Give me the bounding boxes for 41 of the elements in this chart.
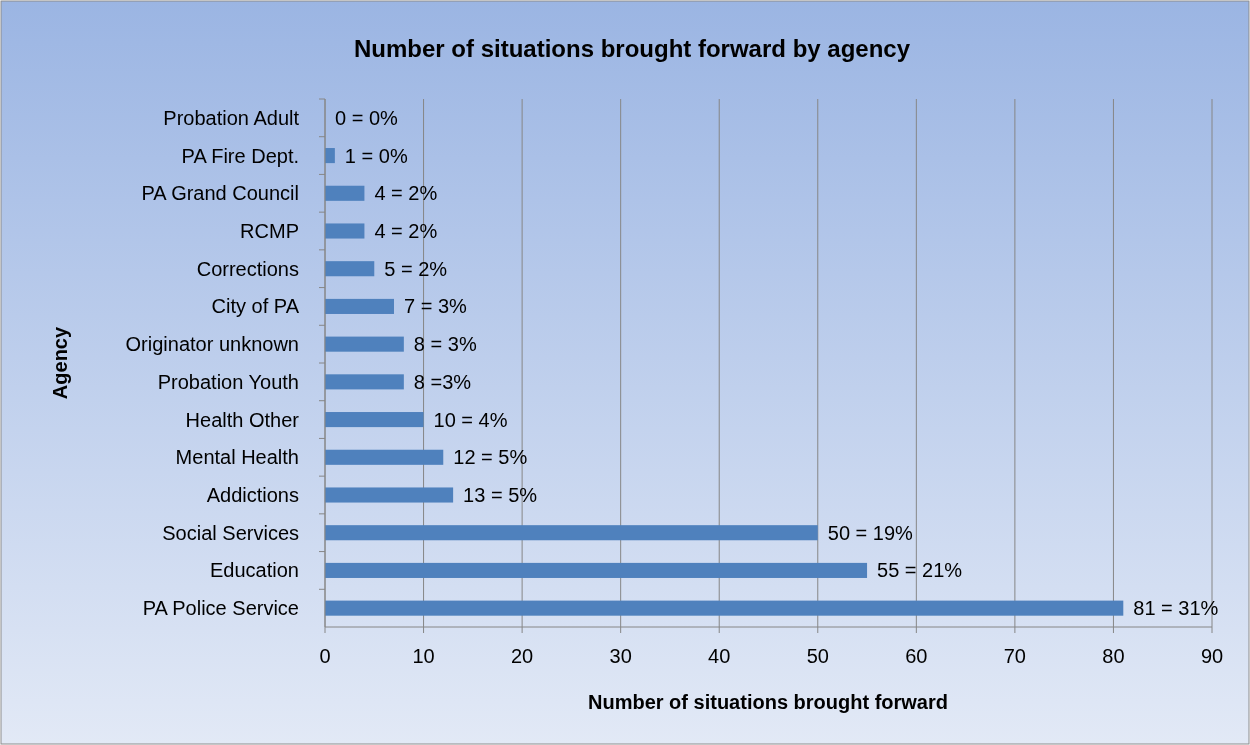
data-label: 4 = 2% [374,182,438,205]
data-label: 10 = 4% [433,408,508,431]
data-label: 4 = 2% [374,220,438,242]
y-axis-title: Agency [49,326,71,400]
x-tick-label: 40 [708,645,731,667]
y-tick-label: Probation Adult [163,106,300,129]
x-tick-label: 0 [319,645,331,667]
y-tick-label: PA Police Service [142,597,299,620]
data-label: 0 = 0% [335,106,399,129]
y-tick-label: Social Services [162,521,299,544]
data-label: 5 = 2% [384,257,448,280]
x-tick-label: 80 [1102,645,1125,667]
y-tick-label: Addictions [206,484,299,506]
x-tick-label: 30 [609,645,632,667]
x-tick-label: 90 [1200,645,1224,667]
data-label: 1 = 0% [344,144,408,167]
y-tick-label: Education [210,559,299,582]
y-tick-label: PA Grand Council [141,182,299,205]
y-tick-label: Health Other [185,408,300,431]
data-label: 55 = 21% [877,559,963,582]
y-tick-label: PA Fire Dept. [181,144,299,167]
data-label: 7 = 3% [403,295,468,318]
data-label: 50 = 19% [827,521,914,544]
data-label: 81 = 31% [1133,597,1219,620]
x-tick-label: 50 [806,645,829,667]
x-tick-label: 60 [905,645,928,667]
chart-title: Number of situations brought forward by agency [353,35,911,62]
y-tick-label: RCMP [240,220,299,242]
y-tick-label: Probation Youth [157,370,299,393]
y-tick-label: Mental Health [175,446,299,469]
y-tick-label: Originator unknown [125,333,299,356]
x-tick-label: 70 [1003,645,1027,667]
y-tick-label: Corrections [196,257,299,280]
x-tick-label: 10 [412,645,435,667]
y-tick-label: City of PA [211,295,300,318]
data-label: 8 =3% [413,370,472,393]
data-label: 12 = 5% [453,446,528,469]
data-label: 13 = 5% [463,484,538,506]
data-label: 8 = 3% [413,333,477,356]
x-axis-title: Number of situations brought forward [588,691,948,713]
x-tick-label: 20 [510,645,534,667]
